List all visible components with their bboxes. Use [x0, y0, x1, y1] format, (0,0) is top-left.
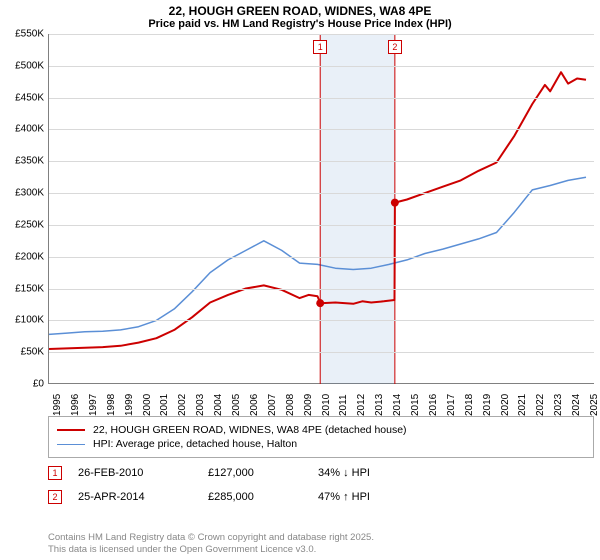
x-tick-label: 2013 [374, 394, 385, 416]
x-tick-label: 2018 [464, 394, 475, 416]
y-tick-label: £150K [0, 283, 44, 294]
legend-swatch [57, 429, 85, 431]
x-tick-label: 2000 [142, 394, 153, 416]
x-tick-label: 2002 [177, 394, 188, 416]
legend: 22, HOUGH GREEN ROAD, WIDNES, WA8 4PE (d… [48, 416, 594, 458]
x-tick-label: 2016 [428, 394, 439, 416]
sale-price: £285,000 [208, 491, 318, 503]
y-tick-label: £50K [0, 347, 44, 358]
x-tick-label: 2024 [571, 394, 582, 416]
gridline [49, 34, 594, 35]
x-tick-label: 1998 [106, 394, 117, 416]
series-price_paid [49, 72, 586, 349]
x-tick-label: 2010 [321, 394, 332, 416]
gridline [49, 98, 594, 99]
gridline [49, 193, 594, 194]
sale-marker-1: 1 [48, 466, 62, 480]
gridline [49, 289, 594, 290]
chart-lines [49, 34, 595, 384]
sale-dot [316, 299, 324, 307]
gridline [49, 320, 594, 321]
y-tick-label: £450K [0, 92, 44, 103]
y-tick-label: £100K [0, 315, 44, 326]
x-tick-label: 1999 [124, 394, 135, 416]
x-tick-label: 2003 [195, 394, 206, 416]
footer-line-2: This data is licensed under the Open Gov… [48, 544, 374, 556]
x-tick-label: 2025 [589, 394, 600, 416]
x-tick-label: 2011 [338, 394, 349, 416]
gridline [49, 161, 594, 162]
y-tick-label: £500K [0, 60, 44, 71]
x-tick-label: 2021 [517, 394, 528, 416]
footer-line-1: Contains HM Land Registry data © Crown c… [48, 532, 374, 544]
legend-swatch [57, 444, 85, 445]
x-tick-label: 2008 [285, 394, 296, 416]
y-tick-label: £400K [0, 124, 44, 135]
x-tick-label: 2009 [303, 394, 314, 416]
sale-row-1: 1 26-FEB-2010 £127,000 34% ↓ HPI [48, 466, 370, 480]
x-tick-label: 2020 [500, 394, 511, 416]
x-tick-label: 2006 [249, 394, 260, 416]
page-subtitle: Price paid vs. HM Land Registry's House … [0, 18, 600, 30]
x-tick-label: 2015 [410, 394, 421, 416]
sale-dot [391, 199, 399, 207]
x-tick-label: 2007 [267, 394, 278, 416]
x-tick-label: 2004 [213, 394, 224, 416]
sale-marker-box: 1 [313, 40, 327, 54]
y-tick-label: £550K [0, 29, 44, 40]
legend-item-price-paid: 22, HOUGH GREEN ROAD, WIDNES, WA8 4PE (d… [57, 424, 585, 436]
sale-row-2: 2 25-APR-2014 £285,000 47% ↑ HPI [48, 490, 370, 504]
sale-delta: 34% ↓ HPI [318, 467, 370, 479]
y-tick-label: £0 [0, 379, 44, 390]
sale-marker-box: 2 [388, 40, 402, 54]
y-tick-label: £200K [0, 251, 44, 262]
footer: Contains HM Land Registry data © Crown c… [48, 532, 374, 556]
legend-item-hpi: HPI: Average price, detached house, Halt… [57, 438, 585, 450]
x-tick-label: 1997 [88, 394, 99, 416]
sale-date: 26-FEB-2010 [78, 467, 208, 479]
x-tick-label: 2023 [553, 394, 564, 416]
x-tick-label: 2001 [159, 394, 170, 416]
legend-label: 22, HOUGH GREEN ROAD, WIDNES, WA8 4PE (d… [93, 424, 407, 436]
gridline [49, 129, 594, 130]
sale-delta: 47% ↑ HPI [318, 491, 370, 503]
chart: 12 £0£50K£100K£150K£200K£250K£300K£350K£… [0, 34, 600, 404]
page-title: 22, HOUGH GREEN ROAD, WIDNES, WA8 4PE [0, 4, 600, 18]
x-tick-label: 2014 [392, 394, 403, 416]
sale-marker-2: 2 [48, 490, 62, 504]
gridline [49, 66, 594, 67]
y-tick-label: £250K [0, 219, 44, 230]
sale-price: £127,000 [208, 467, 318, 479]
gridline [49, 257, 594, 258]
x-tick-label: 1996 [70, 394, 81, 416]
gridline [49, 225, 594, 226]
gridline [49, 352, 594, 353]
plot-area: 12 [48, 34, 594, 384]
x-tick-label: 1995 [52, 394, 63, 416]
legend-label: HPI: Average price, detached house, Halt… [93, 438, 297, 450]
title-block: 22, HOUGH GREEN ROAD, WIDNES, WA8 4PE Pr… [0, 0, 600, 30]
y-tick-label: £300K [0, 188, 44, 199]
x-tick-label: 2019 [482, 394, 493, 416]
sale-date: 25-APR-2014 [78, 491, 208, 503]
x-tick-label: 2005 [231, 394, 242, 416]
x-tick-label: 2017 [446, 394, 457, 416]
x-tick-label: 2022 [535, 394, 546, 416]
x-tick-label: 2012 [356, 394, 367, 416]
y-tick-label: £350K [0, 156, 44, 167]
